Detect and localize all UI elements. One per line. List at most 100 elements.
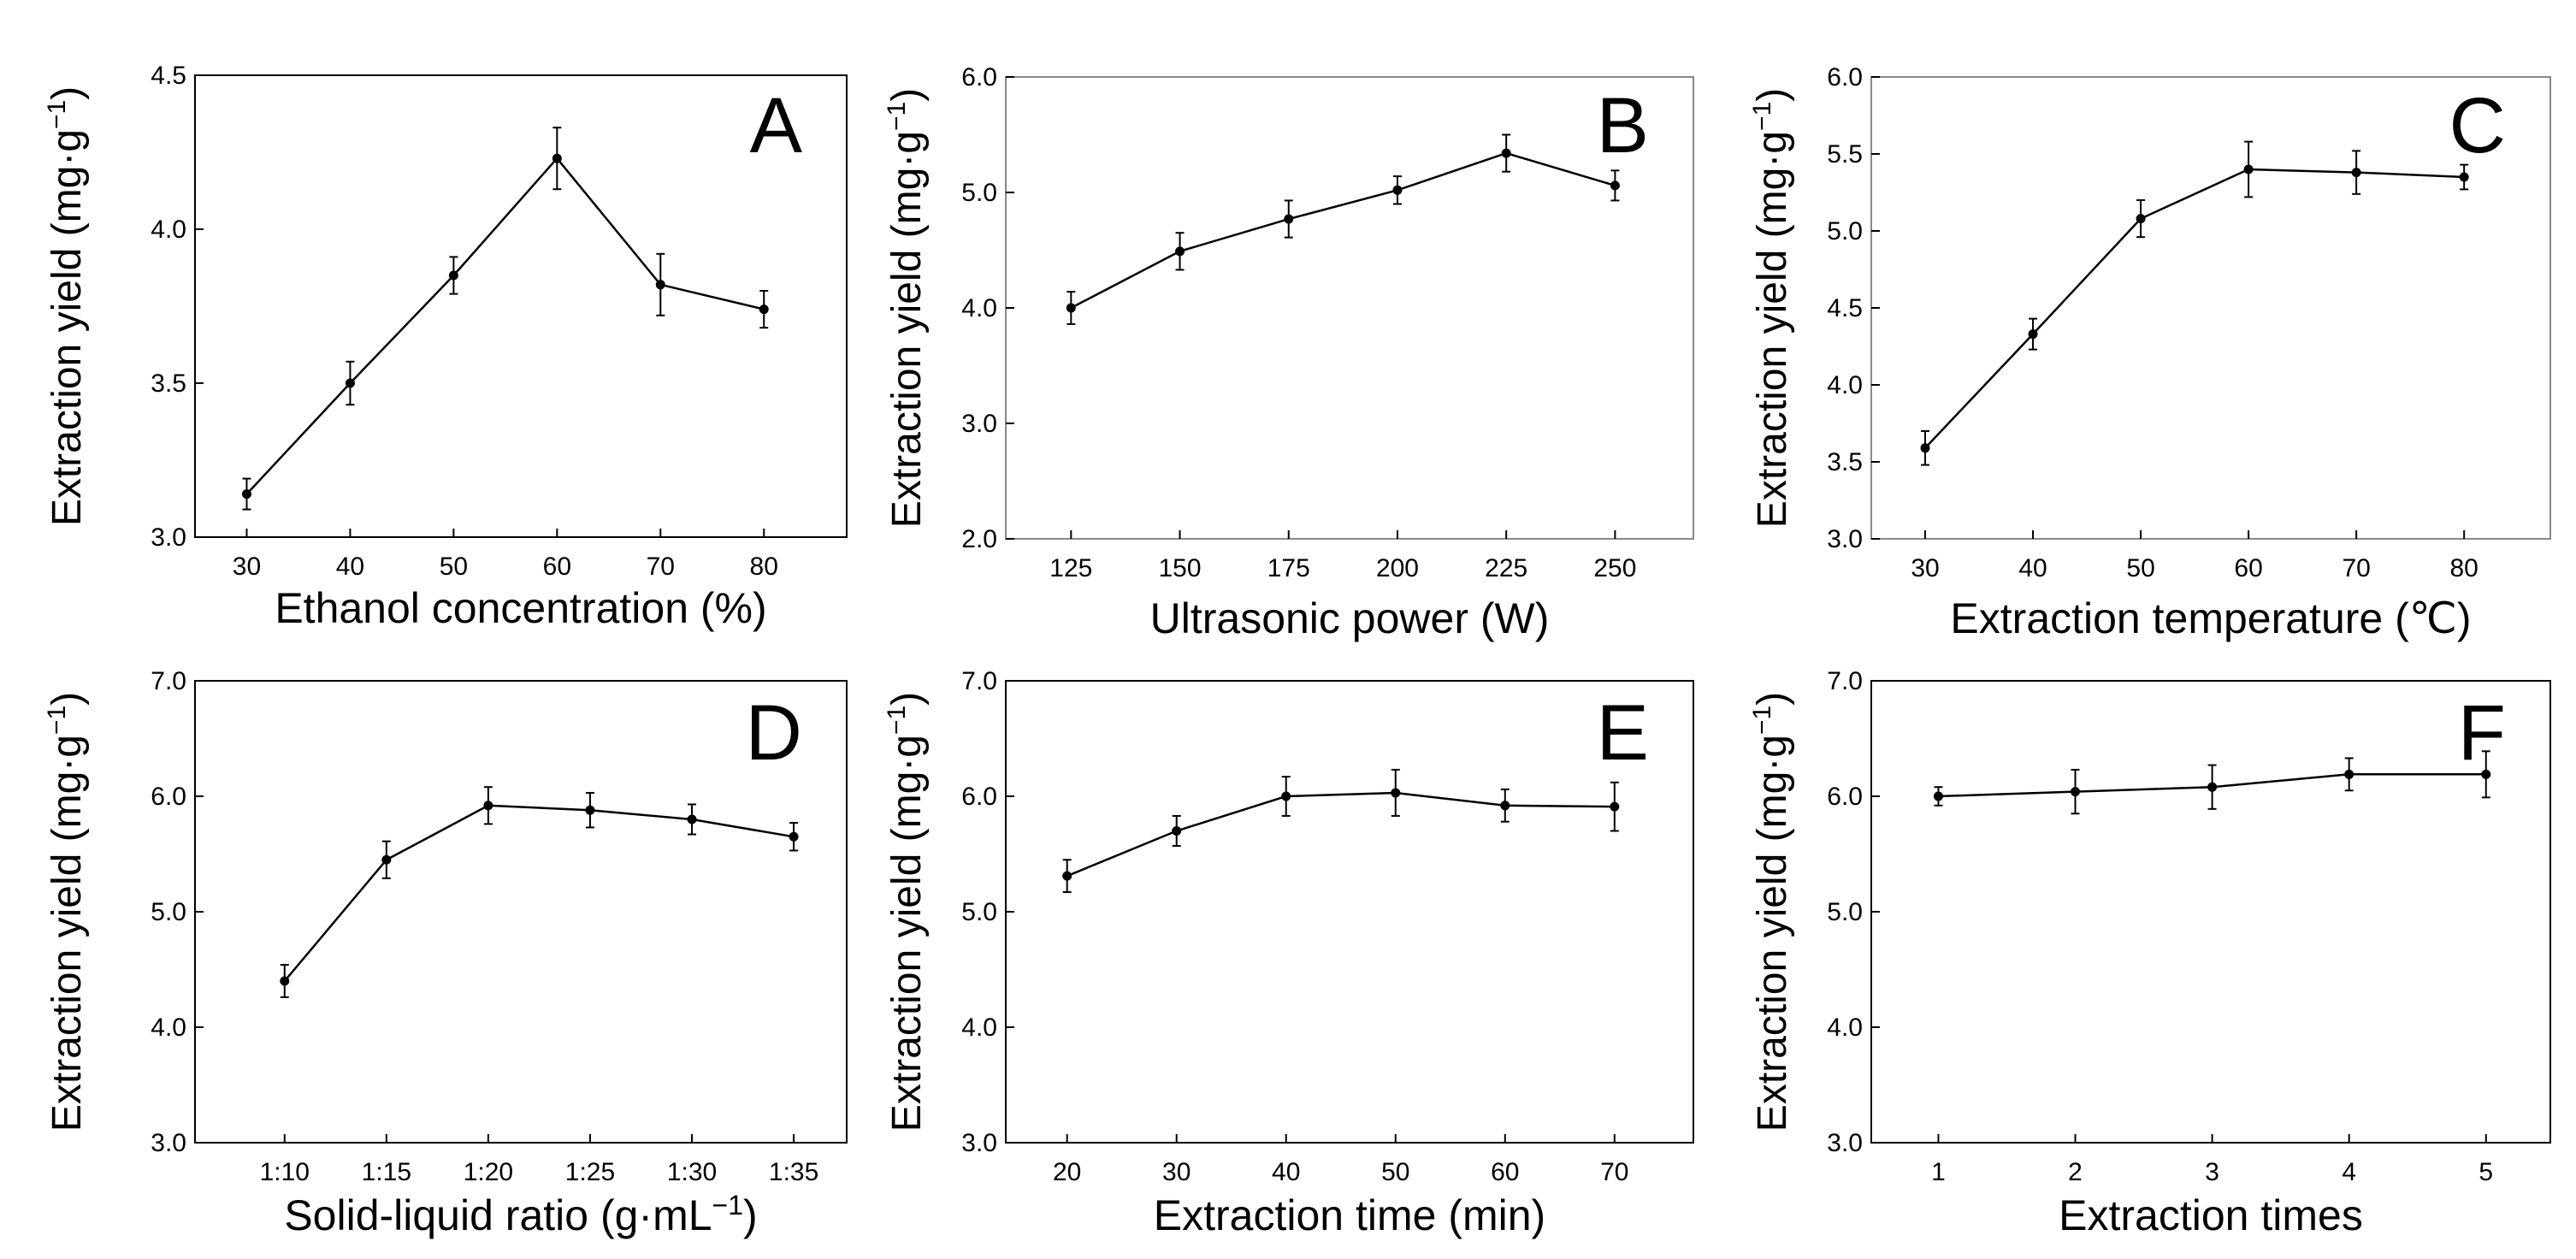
panel-letter: C	[2449, 82, 2506, 169]
y-tick-label: 6.0	[151, 783, 186, 811]
y-tick-label: 5.0	[961, 898, 997, 926]
panel-c: 3.0 3.5 4.0 4.5 5.0 5.5 6.0 30 40 50 60 70 80 Extract…	[1748, 63, 2551, 642]
panel-letter: D	[746, 689, 802, 777]
y-axis-label: Extraction yield (mg·g−1)	[883, 692, 930, 1132]
x-tick-label: 40	[1272, 1158, 1300, 1186]
series-line	[1070, 151, 1616, 310]
data-point	[1062, 871, 1072, 881]
x-axis-label: Extraction times	[2059, 1191, 2363, 1239]
x-tick-label: 70	[647, 553, 675, 581]
y-tick-label: 4.5	[151, 62, 186, 90]
panel-f: 3.0 4.0 5.0 6.0 7.0 1 2 3 4 5 Extraction times Extr…	[1748, 667, 2551, 1239]
x-axis-label: Solid-liquid ratio (g·mL−1)	[284, 1190, 757, 1239]
data-point	[1500, 801, 1510, 811]
x-tick-label: 60	[1491, 1158, 1519, 1186]
y-tick-label: 3.0	[151, 523, 186, 552]
y-axis-label: Extraction yield (mg·g−1)	[1748, 692, 1795, 1132]
y-tick-label: 4.0	[1827, 1014, 1863, 1042]
x-tick-label: 3	[2205, 1158, 2219, 1186]
data-point	[1933, 791, 1943, 801]
x-tick-label: 1	[1931, 1158, 1946, 1186]
x-tick-label: 30	[1911, 554, 1939, 582]
x-tick-label: 250	[1593, 554, 1636, 582]
x-tick-label: 50	[1381, 1158, 1409, 1186]
x-tick-label: 60	[2234, 554, 2262, 582]
data-point	[483, 801, 493, 811]
x-tick-label: 80	[2449, 554, 2478, 582]
data-point	[789, 831, 799, 842]
x-tick-label: 1:30	[667, 1158, 717, 1186]
y-tick-label: 5.0	[1827, 898, 1863, 926]
data-point	[381, 854, 392, 865]
y-tick-label: 6.0	[1827, 783, 1863, 811]
plot-frame	[194, 74, 848, 538]
y-axis-label: Extraction yield (mg·g−1)	[43, 86, 90, 526]
data-point	[1920, 443, 1930, 453]
panel-a: 3.0 3.5 4.0 4.5 30 40 50 60 70 80 Ethanol concentr…	[43, 62, 848, 632]
plot-frame	[1870, 680, 2551, 1144]
data-point	[1066, 303, 1076, 313]
x-tick-label: 70	[2342, 554, 2370, 582]
data-point	[2459, 172, 2469, 182]
panel-letter: A	[750, 82, 803, 169]
x-tick-label: 60	[543, 553, 571, 581]
y-tick-label: 4.0	[151, 216, 186, 244]
panel-letter: B	[1597, 82, 1649, 169]
x-axis-label: Ultrasonic power (W)	[1150, 594, 1550, 642]
series-line	[245, 157, 765, 495]
x-tick-label: 1:10	[260, 1158, 310, 1186]
data-point	[552, 153, 562, 163]
y-tick-label: 5.0	[961, 179, 997, 207]
data-point	[759, 304, 769, 315]
data-point	[241, 489, 251, 499]
y-tick-label: 4.0	[151, 1014, 186, 1042]
x-tick-label: 80	[750, 553, 778, 581]
y-tick-label: 4.0	[961, 1014, 997, 1042]
y-tick-label: 6.0	[961, 63, 997, 92]
y-tick-label: 5.5	[1827, 140, 1863, 168]
y-tick-label: 3.0	[961, 410, 997, 438]
x-tick-label: 1:25	[565, 1158, 615, 1186]
x-tick-label: 1:20	[464, 1158, 513, 1186]
data-point	[2243, 164, 2254, 174]
y-tick-label: 7.0	[151, 667, 186, 695]
data-point	[1172, 826, 1182, 836]
data-point	[2028, 329, 2038, 340]
data-point	[655, 280, 665, 290]
data-point	[1392, 185, 1403, 195]
y-tick-label: 4.0	[1827, 371, 1863, 399]
panel-letter: F	[2458, 689, 2506, 777]
data-point	[280, 976, 290, 986]
panel-letter: E	[1597, 689, 1649, 777]
data-point	[1175, 246, 1185, 257]
x-axis-label: Extraction temperature (℃)	[1950, 594, 2471, 642]
x-tick-label: 200	[1376, 554, 1419, 582]
y-axis-label: Extraction yield (mg·g−1)	[883, 88, 930, 528]
data-point	[1610, 801, 1620, 812]
y-tick-label: 6.0	[961, 783, 997, 811]
y-axis-label: Extraction yield (mg·g−1)	[1748, 88, 1795, 528]
x-tick-label: 5	[2479, 1158, 2493, 1186]
y-tick-label: 7.0	[1827, 667, 1863, 695]
plot-frame	[1005, 76, 1694, 540]
x-tick-label: 1:35	[769, 1158, 818, 1186]
y-tick-label: 6.0	[1827, 63, 1863, 92]
x-tick-label: 2	[2068, 1158, 2083, 1186]
data-point	[345, 378, 355, 388]
series-line	[1066, 791, 1615, 878]
data-point	[2351, 168, 2361, 178]
x-tick-label: 175	[1267, 554, 1310, 582]
y-tick-label: 3.5	[1827, 448, 1863, 476]
x-tick-label: 40	[336, 553, 364, 581]
data-point	[1501, 148, 1511, 158]
y-tick-label: 5.0	[1827, 217, 1863, 245]
y-tick-label: 3.0	[1827, 1129, 1863, 1157]
x-tick-label: 1:15	[362, 1158, 411, 1186]
panel-d: 3.0 4.0 5.0 6.0 7.0 1:10 1:15 1:20 1:25 1:30 1:35 S…	[43, 667, 848, 1239]
y-tick-label: 2.0	[961, 525, 997, 553]
y-tick-label: 4.0	[961, 294, 997, 322]
data-point	[2481, 769, 2491, 779]
y-tick-label: 3.0	[1827, 525, 1863, 553]
x-tick-label: 30	[1162, 1158, 1191, 1186]
plot-frame	[1005, 680, 1694, 1144]
